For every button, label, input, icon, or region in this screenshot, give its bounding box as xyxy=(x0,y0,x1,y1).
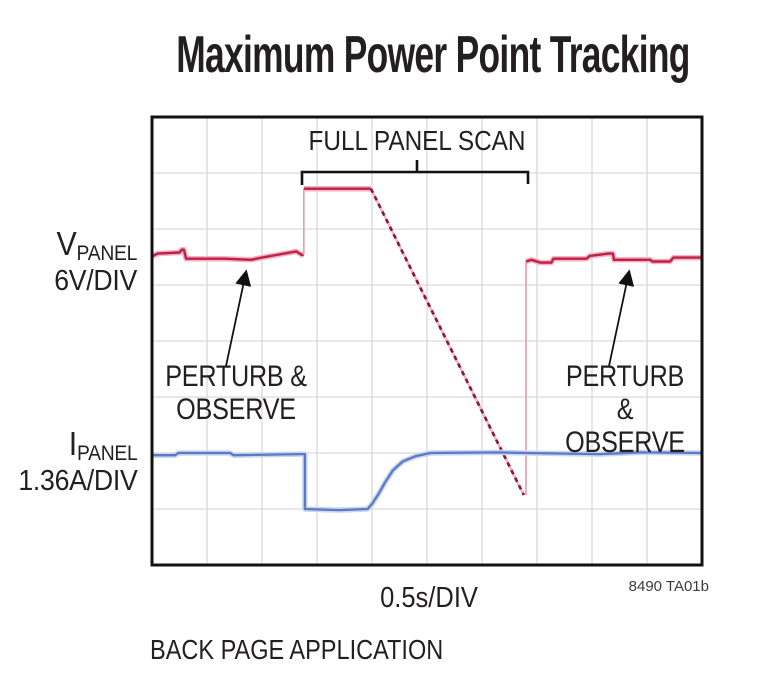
perturb-observe-line2: OBSERVE xyxy=(176,393,296,426)
v-axis-scale: 6V/DIV xyxy=(54,265,137,297)
perturb-arrow-left xyxy=(225,269,252,367)
perturb-observe-line1: PERTURB & xyxy=(165,360,307,393)
v-axis-name: VPANEL xyxy=(56,225,137,265)
scope-grid xyxy=(152,117,702,565)
v-axis-label: VPANEL 6V/DIV xyxy=(54,225,137,297)
perturb-arrow-right xyxy=(608,269,635,367)
perturb-observe-line1: PERTURB & xyxy=(565,360,685,426)
i-axis-scale: 1.36A/DIV xyxy=(17,465,137,497)
time-axis-scale: 0.5s/DIV xyxy=(380,582,478,614)
i-axis-name: IPANEL xyxy=(68,425,137,465)
v-panel-trace-segment xyxy=(369,188,526,496)
figure-reference: 8490 TA01b xyxy=(628,578,709,595)
i-panel-trace-segment xyxy=(152,451,703,512)
perturb-observe-label-left: PERTURB & OBSERVE xyxy=(165,360,307,426)
perturb-observe-label-right: PERTURB & OBSERVE xyxy=(565,360,685,459)
v-panel-trace-segment xyxy=(525,252,702,264)
waveforms xyxy=(150,185,703,513)
perturb-observe-line2: OBSERVE xyxy=(565,426,685,459)
plot-frame xyxy=(150,115,704,567)
page-title: Maximum Power Point Tracking xyxy=(176,26,690,84)
figure-caption: BACK PAGE APPLICATION xyxy=(150,634,444,665)
i-axis-label: IPANEL 1.36A/DIV xyxy=(17,425,137,497)
v-panel-trace-segment xyxy=(151,248,304,261)
scan-bracket xyxy=(300,160,530,185)
full-panel-scan-label: FULL PANEL SCAN xyxy=(308,125,526,156)
